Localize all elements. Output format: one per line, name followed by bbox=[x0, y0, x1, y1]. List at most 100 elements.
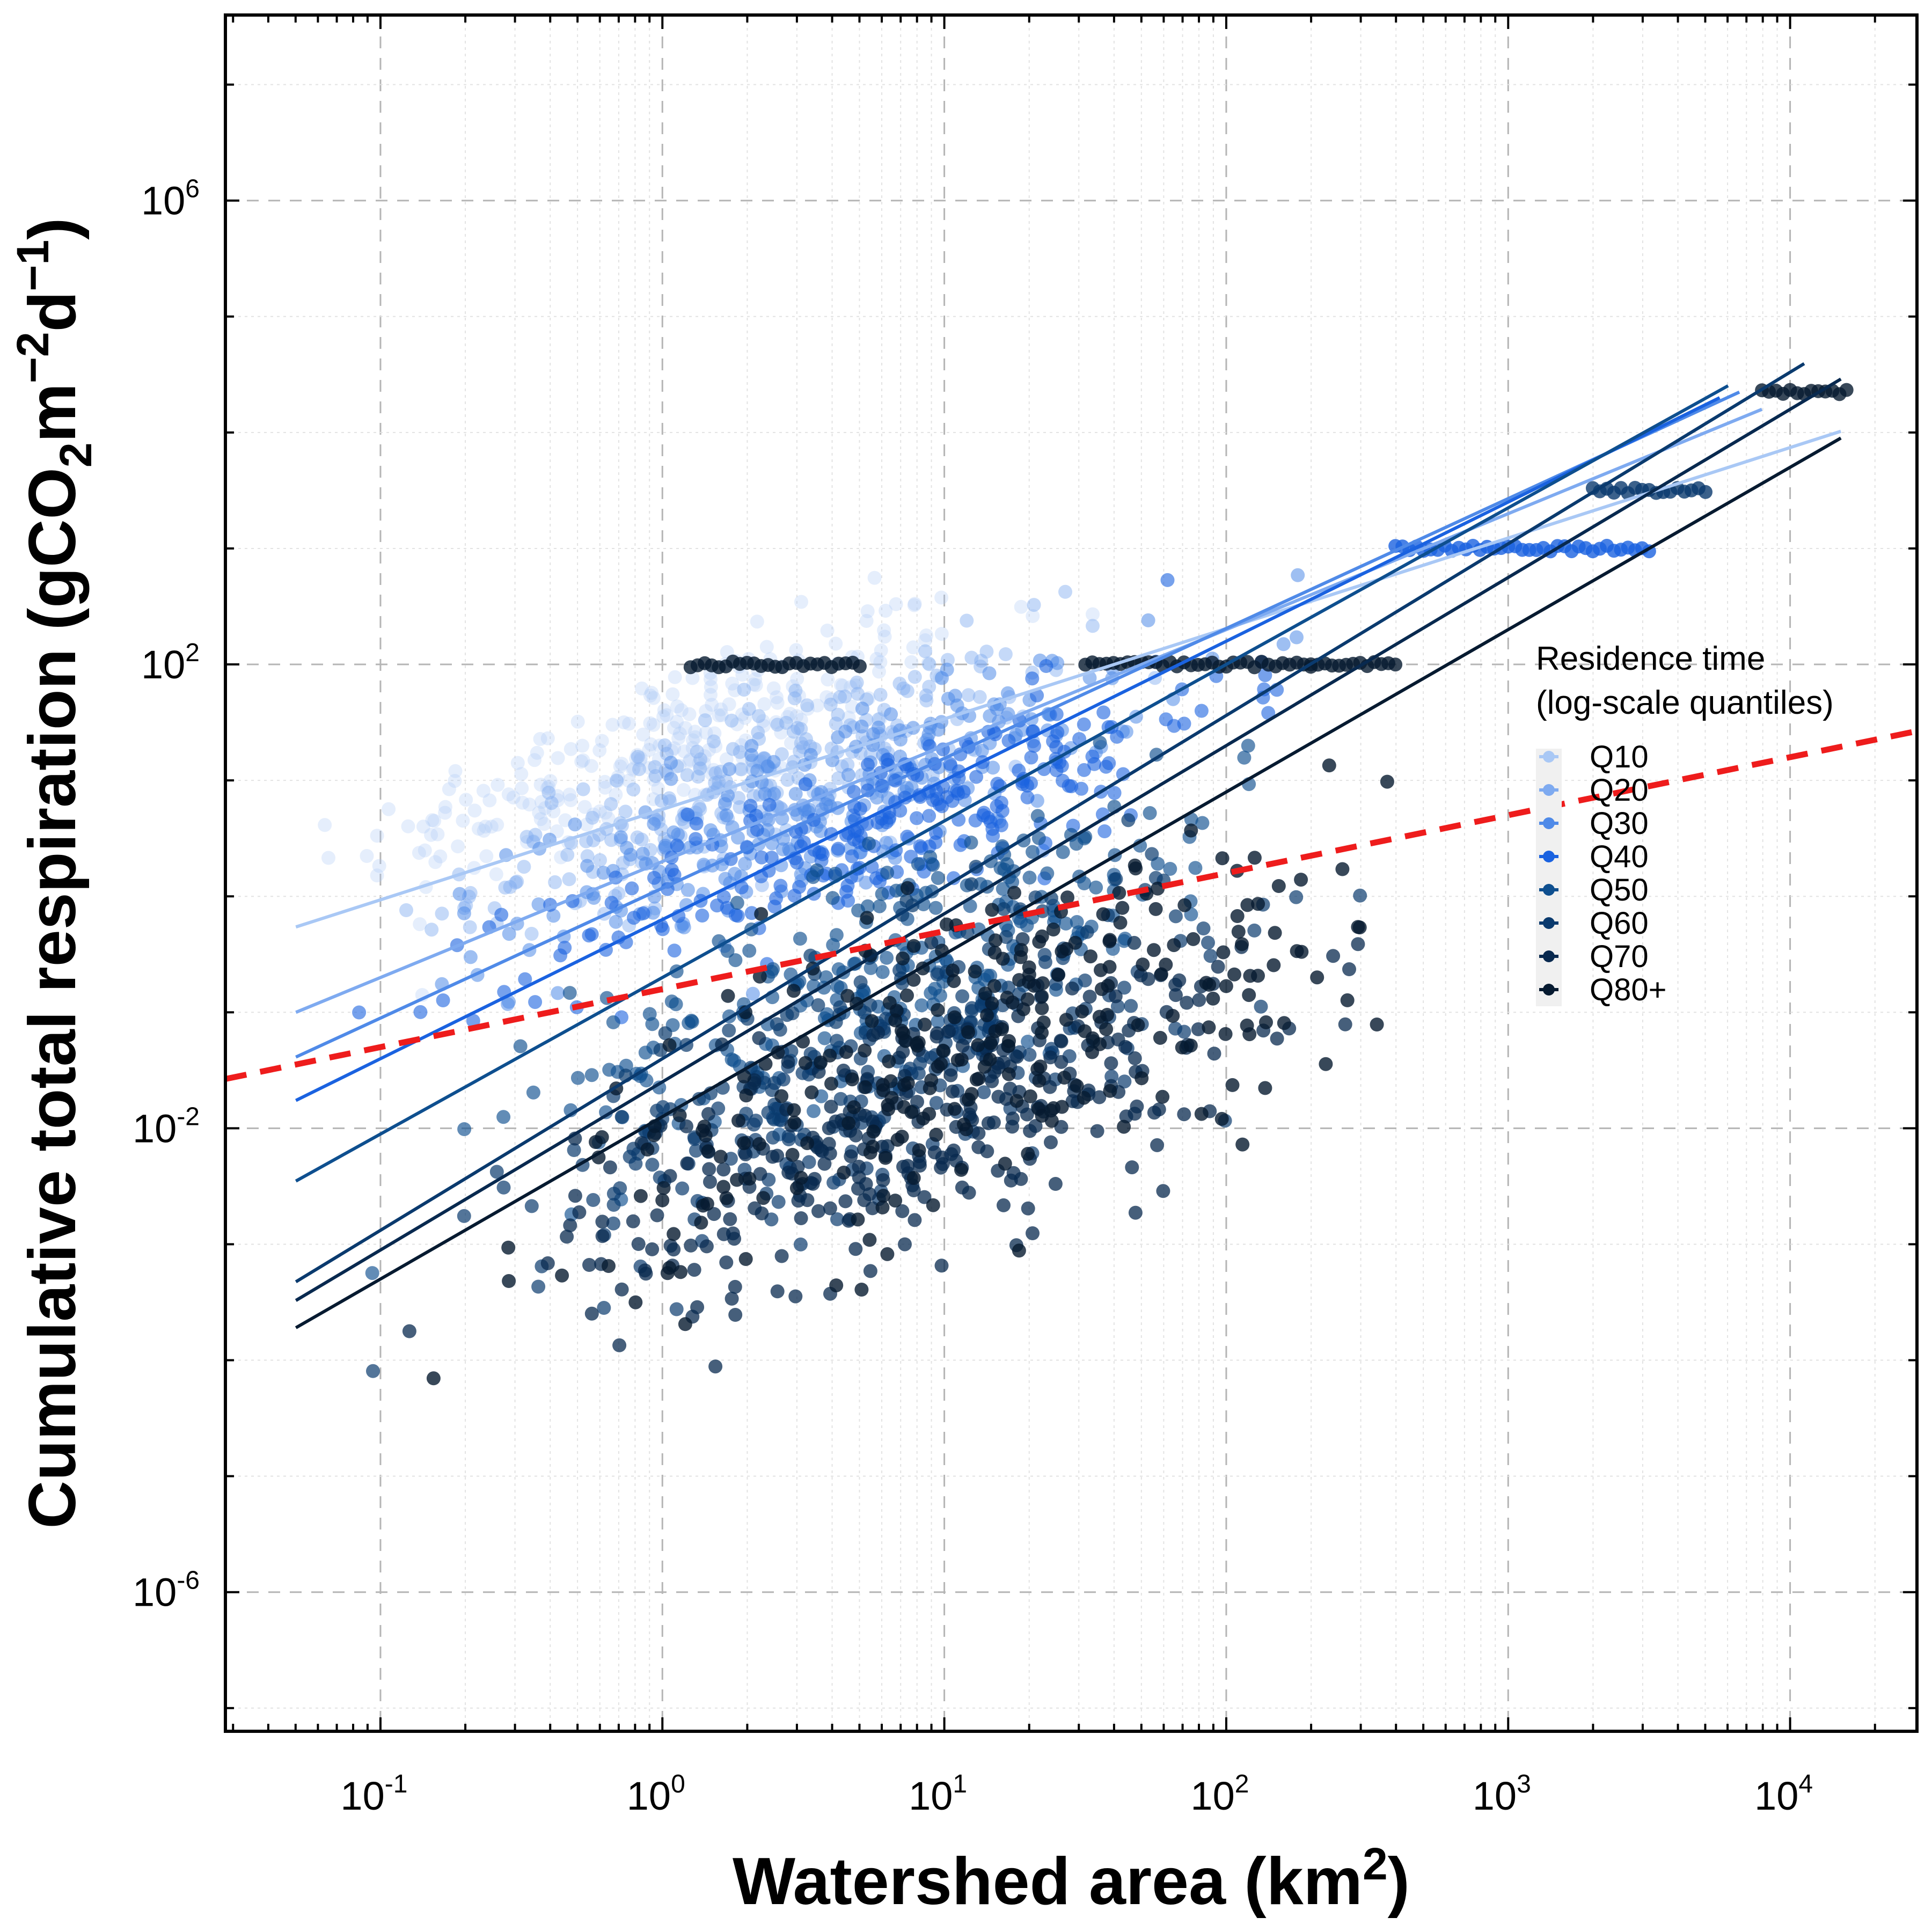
scatter-point bbox=[1310, 970, 1324, 985]
scatter-point bbox=[520, 835, 534, 849]
scatter-point bbox=[1211, 960, 1225, 974]
scatter-point bbox=[416, 819, 430, 834]
scatter-point bbox=[708, 766, 723, 780]
scatter-point bbox=[664, 772, 678, 786]
scatter-point bbox=[918, 633, 932, 647]
scatter-point bbox=[693, 802, 707, 816]
scatter-point bbox=[646, 792, 661, 807]
scatter-point bbox=[972, 690, 987, 704]
scatter-point bbox=[794, 713, 808, 727]
scatter-point bbox=[859, 614, 874, 628]
scatter-point bbox=[804, 1085, 819, 1100]
scatter-point bbox=[650, 1208, 664, 1223]
scatter-point bbox=[1032, 934, 1046, 949]
legend-item-q70: Q70 bbox=[1539, 939, 1649, 974]
scatter-point bbox=[1077, 763, 1091, 777]
scatter-point bbox=[722, 1023, 736, 1038]
scatter-point bbox=[1247, 851, 1262, 865]
scatter-point bbox=[862, 1233, 877, 1247]
scatter-point bbox=[707, 734, 721, 749]
reference-line bbox=[224, 728, 1918, 1082]
scatter-point bbox=[540, 731, 555, 745]
scatter-point bbox=[854, 1283, 869, 1297]
scatter-point bbox=[877, 623, 891, 638]
scatter-point bbox=[702, 743, 716, 757]
scatter-point bbox=[851, 1181, 865, 1196]
scatter-point bbox=[671, 828, 685, 841]
scatter-point bbox=[652, 738, 667, 753]
scatter-point bbox=[754, 907, 769, 921]
scatter-point bbox=[906, 939, 921, 953]
scatter-point bbox=[562, 787, 577, 802]
scatter-point bbox=[825, 891, 840, 905]
scatter-point bbox=[1000, 990, 1014, 1005]
scatter-point bbox=[613, 759, 627, 774]
scatter-point bbox=[946, 1084, 960, 1099]
scatter-point bbox=[1020, 790, 1035, 804]
scatter-point bbox=[1168, 988, 1183, 1002]
scatter-point bbox=[875, 887, 889, 901]
scatter-point bbox=[793, 1237, 808, 1252]
scatter-point bbox=[924, 1073, 939, 1087]
scatter-point bbox=[580, 859, 595, 873]
scatter-point bbox=[823, 697, 838, 712]
scatter-point bbox=[1044, 1103, 1058, 1118]
scatter-point bbox=[940, 662, 954, 677]
fit-line-q40 bbox=[295, 396, 1721, 1102]
scatter-point bbox=[685, 741, 700, 755]
scatter-point bbox=[1243, 969, 1257, 983]
scatter-point bbox=[899, 894, 914, 908]
scatter-point bbox=[892, 676, 907, 691]
scatter-point bbox=[621, 773, 636, 788]
scatter-point bbox=[1001, 1039, 1016, 1053]
scatter-point bbox=[1078, 1024, 1092, 1038]
scatter-point bbox=[880, 1139, 895, 1153]
scatter-point bbox=[501, 997, 515, 1011]
scatter-point bbox=[669, 997, 683, 1012]
scatter-point bbox=[1227, 967, 1241, 982]
scatter-point bbox=[448, 764, 463, 778]
scatter-point bbox=[563, 1218, 577, 1233]
scatter-point bbox=[931, 1014, 945, 1029]
scatter-point bbox=[1186, 932, 1201, 946]
scatter-point bbox=[1039, 659, 1053, 673]
scatter-point bbox=[787, 1115, 802, 1130]
scatter-point bbox=[900, 881, 914, 895]
scatter-point bbox=[1151, 881, 1165, 896]
scatter-point bbox=[698, 1128, 713, 1143]
scatter-point bbox=[463, 920, 477, 934]
legend-title-line2: (log-scale quantiles) bbox=[1536, 684, 1834, 721]
legend-marker-swatch bbox=[1543, 851, 1555, 862]
scatter-point bbox=[541, 786, 556, 800]
scatter-point bbox=[639, 1267, 653, 1281]
scatter-point bbox=[1037, 948, 1052, 962]
scatter-point bbox=[848, 1128, 863, 1143]
scatter-point bbox=[1177, 716, 1191, 731]
scatter-point bbox=[459, 793, 473, 807]
scatter-point bbox=[839, 1045, 853, 1059]
scatter-point bbox=[1351, 937, 1365, 952]
scatter-point bbox=[858, 1109, 872, 1123]
scatter-point bbox=[1294, 873, 1308, 887]
scatter-point bbox=[829, 716, 843, 731]
scatter-point bbox=[691, 770, 705, 784]
scatter-point bbox=[665, 687, 680, 701]
scatter-point bbox=[532, 806, 546, 820]
scatter-point bbox=[528, 753, 541, 767]
scatter-point bbox=[1370, 1018, 1384, 1031]
scatter-point bbox=[786, 724, 801, 739]
scatter-point bbox=[927, 1145, 942, 1160]
fit-line-q60 bbox=[295, 362, 1805, 1284]
scatter-point bbox=[452, 887, 467, 901]
scatter-point bbox=[803, 748, 818, 762]
scatter-point bbox=[748, 672, 763, 686]
scatter-point bbox=[366, 1364, 380, 1378]
plot-frame bbox=[224, 13, 1919, 1733]
series-points-q10 bbox=[318, 570, 1100, 1002]
scatter-point bbox=[954, 1052, 969, 1067]
scatter-point bbox=[743, 799, 758, 813]
legend-label: Q20 bbox=[1590, 773, 1649, 808]
scatter-point bbox=[533, 812, 548, 826]
scatter-point bbox=[1007, 885, 1021, 900]
scatter-point bbox=[788, 683, 803, 698]
